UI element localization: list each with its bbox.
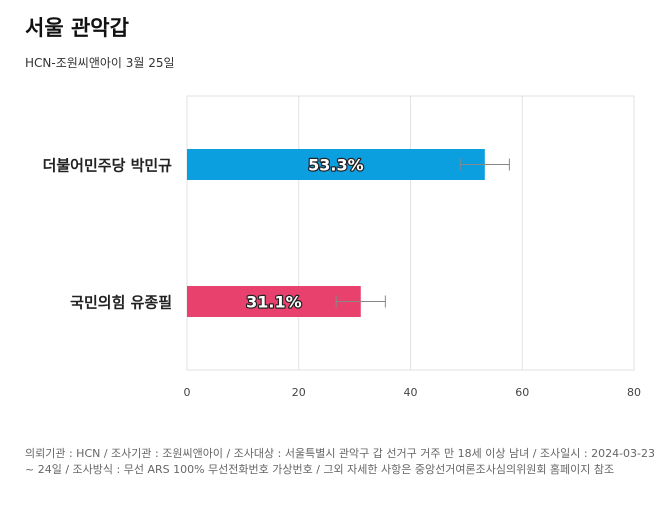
bar-layer: [187, 149, 510, 317]
data-label: 31.1%: [246, 293, 302, 312]
bar: [187, 286, 361, 317]
survey-footnote: 의뢰기관 : HCN / 조사기관 : 조원씨앤아이 / 조사대상 : 서울특별…: [25, 447, 656, 476]
bar-chart: 0 20 40 60 80 53.3% 더불어민주당 박민규 31.1% 국민의힘 유종필: [43, 95, 641, 399]
x-tick-label: 60: [515, 386, 529, 399]
category-label: 국민의힘 유종필: [70, 294, 172, 312]
label-layer: 0 20 40 60 80 53.3% 더불어민주당 박민규 31.1% 국민의힘 유종필: [43, 154, 641, 399]
data-label: 53.3%: [308, 156, 364, 175]
poll-source: HCN-조원씨앤아이 3월 25일: [25, 56, 175, 70]
x-tick-label: 80: [627, 386, 641, 399]
x-tick-label: 0: [184, 386, 191, 399]
x-tick-label: 20: [292, 386, 306, 399]
grid-layer: [186, 95, 635, 371]
page-title: 서울 관악갑: [25, 16, 129, 40]
bar: [187, 149, 485, 180]
category-label: 더불어민주당 박민규: [43, 157, 173, 175]
x-tick-label: 40: [404, 386, 418, 399]
